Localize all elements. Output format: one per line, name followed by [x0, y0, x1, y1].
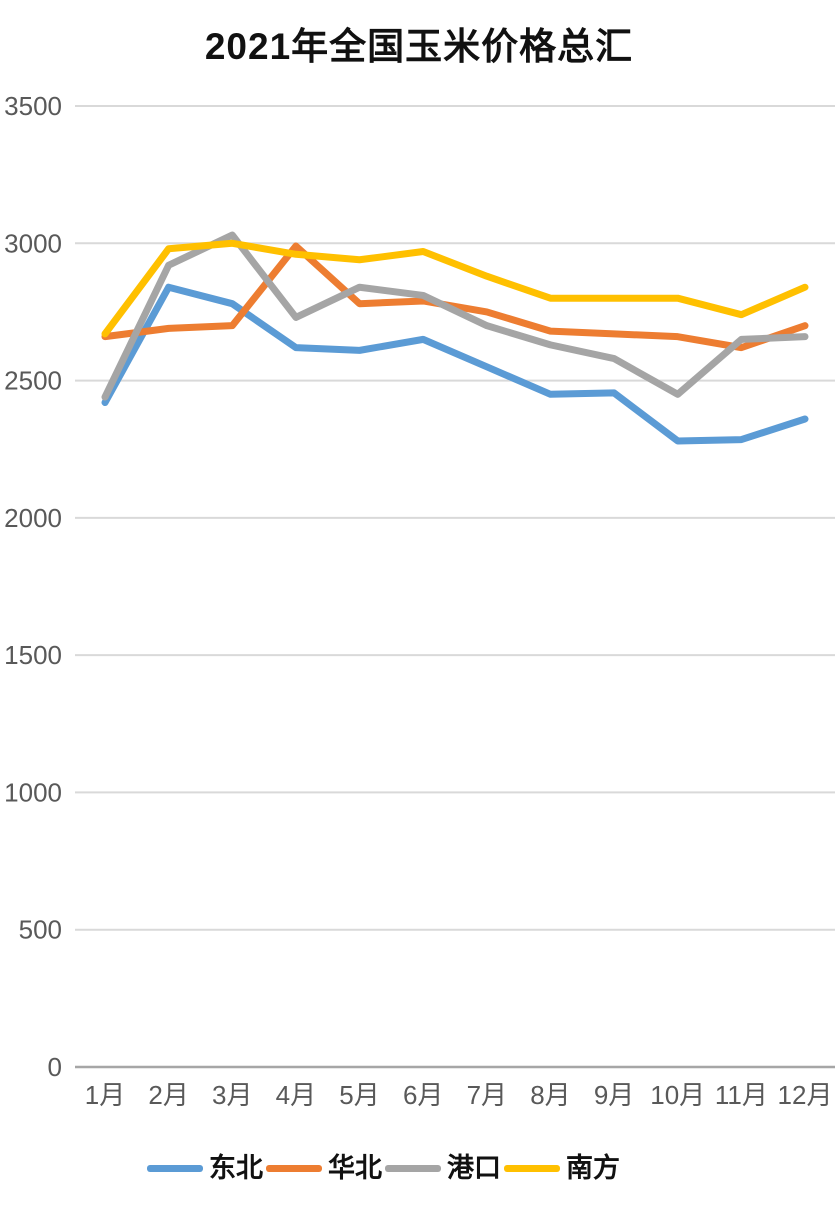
x-tick-label-9: 9月: [594, 1080, 634, 1110]
legend-item-north-china: 华北: [266, 1152, 382, 1183]
legend-swatch-port: [385, 1164, 441, 1172]
x-tick-label-10: 10月: [650, 1080, 705, 1110]
legend-item-south: 南方: [504, 1152, 620, 1183]
y-tick-label-2000: 2000: [4, 503, 62, 533]
series-line-northeast: [101, 283, 809, 445]
legend-item-port: 港口: [385, 1152, 501, 1183]
legend-swatch-northeast: [147, 1164, 203, 1172]
legend-label-northeast: 东北: [209, 1152, 263, 1183]
x-tick-label-3: 3月: [212, 1080, 252, 1110]
y-tick-label-2500: 2500: [4, 366, 62, 396]
x-tick-label-7: 7月: [467, 1080, 507, 1110]
x-tick-label-12: 12月: [778, 1080, 833, 1110]
legend-label-north-china: 华北: [328, 1152, 382, 1183]
series-line-port: [101, 231, 809, 401]
x-tick-label-8: 8月: [530, 1080, 570, 1110]
legend-swatch-north-china: [266, 1164, 322, 1172]
legend-label-port: 港口: [447, 1152, 501, 1183]
legend-item-northeast: 东北: [147, 1152, 263, 1183]
y-tick-label-3000: 3000: [4, 228, 62, 258]
x-tick-label-11: 11月: [715, 1080, 768, 1110]
series-line-south: [101, 239, 809, 338]
legend-label-south: 南方: [566, 1152, 620, 1183]
y-tick-label-1500: 1500: [4, 640, 62, 670]
y-tick-label-1000: 1000: [4, 777, 62, 807]
legend-swatch-south: [504, 1164, 560, 1172]
y-tick-label-3500: 3500: [4, 91, 62, 121]
y-tick-label-500: 500: [19, 915, 62, 945]
chart-title: 2021年全国玉米价格总汇: [204, 26, 634, 67]
series-line-north-china: [101, 242, 809, 352]
x-tick-label-5: 5月: [339, 1080, 379, 1110]
x-tick-label-6: 6月: [403, 1080, 443, 1110]
chart-legend: 东北 华北 港口 南方: [147, 1148, 623, 1188]
x-tick-label-1: 1月: [85, 1080, 125, 1110]
x-tick-label-4: 4月: [276, 1080, 316, 1110]
y-tick-label-0: 0: [48, 1052, 62, 1082]
x-tick-label-2: 2月: [148, 1080, 188, 1110]
